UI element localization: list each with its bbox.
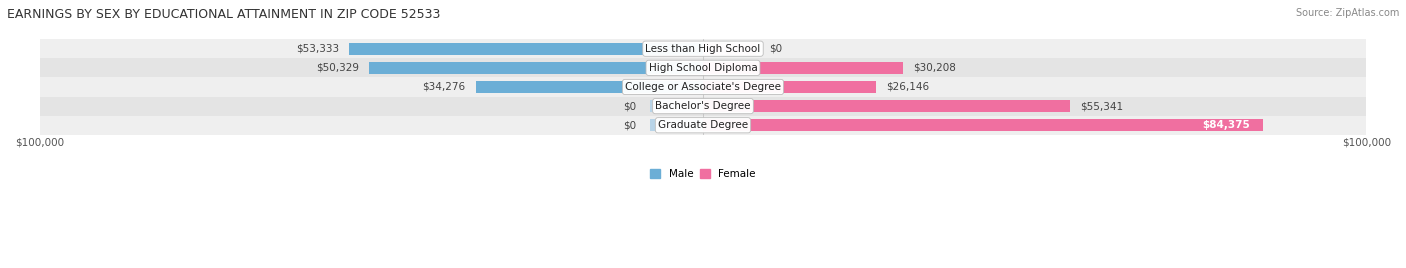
- Text: $55,341: $55,341: [1080, 101, 1123, 111]
- Bar: [39, 58, 1367, 77]
- Text: $34,276: $34,276: [423, 82, 465, 92]
- Text: EARNINGS BY SEX BY EDUCATIONAL ATTAINMENT IN ZIP CODE 52533: EARNINGS BY SEX BY EDUCATIONAL ATTAINMEN…: [7, 8, 440, 21]
- Text: $50,329: $50,329: [316, 63, 359, 73]
- Text: $53,333: $53,333: [297, 44, 339, 54]
- Text: Bachelor's Degree: Bachelor's Degree: [655, 101, 751, 111]
- Text: $0: $0: [623, 101, 637, 111]
- Text: $26,146: $26,146: [886, 82, 929, 92]
- Bar: [39, 39, 1367, 58]
- Bar: [39, 116, 1367, 135]
- Text: Source: ZipAtlas.com: Source: ZipAtlas.com: [1295, 8, 1399, 18]
- Text: High School Diploma: High School Diploma: [648, 63, 758, 73]
- Bar: [39, 96, 1367, 116]
- Bar: [703, 43, 756, 55]
- Bar: [703, 119, 1263, 131]
- Bar: [703, 62, 904, 74]
- Bar: [650, 100, 703, 112]
- Text: $84,375: $84,375: [1202, 120, 1250, 130]
- Bar: [370, 62, 703, 74]
- Bar: [650, 119, 703, 131]
- Bar: [39, 77, 1367, 96]
- Text: Graduate Degree: Graduate Degree: [658, 120, 748, 130]
- Text: College or Associate's Degree: College or Associate's Degree: [626, 82, 780, 92]
- Bar: [349, 43, 703, 55]
- Text: $0: $0: [623, 120, 637, 130]
- Legend: Male, Female: Male, Female: [650, 169, 756, 179]
- Bar: [703, 81, 876, 93]
- Text: $30,208: $30,208: [914, 63, 956, 73]
- Text: Less than High School: Less than High School: [645, 44, 761, 54]
- Text: $0: $0: [769, 44, 783, 54]
- Bar: [475, 81, 703, 93]
- Bar: [703, 100, 1070, 112]
